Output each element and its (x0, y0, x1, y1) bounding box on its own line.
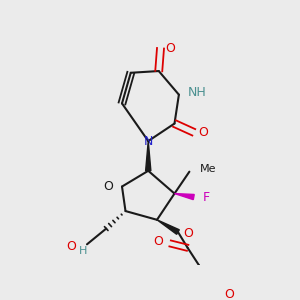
Polygon shape (157, 220, 179, 234)
Text: N: N (144, 134, 153, 148)
Text: O: O (67, 240, 76, 253)
Text: O: O (198, 126, 208, 139)
Text: O: O (224, 288, 234, 300)
Text: H: H (79, 246, 88, 256)
Polygon shape (175, 194, 194, 200)
Text: F: F (202, 190, 210, 204)
Text: O: O (165, 42, 175, 55)
Polygon shape (146, 141, 151, 171)
Text: Me: Me (200, 164, 216, 174)
Text: NH: NH (188, 86, 206, 99)
Text: O: O (183, 227, 193, 240)
Text: O: O (153, 235, 163, 248)
Text: O: O (103, 180, 113, 193)
